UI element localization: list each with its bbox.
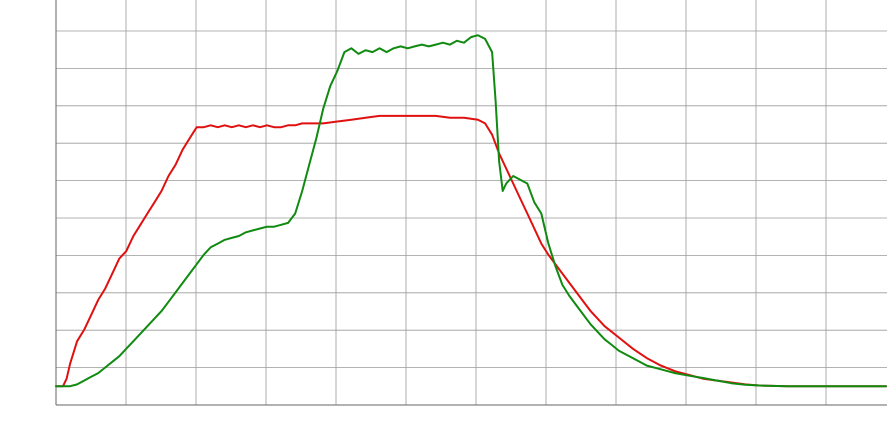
chart-axes — [55, 0, 887, 406]
chart-grid — [56, 0, 887, 405]
chart-series — [55, 34, 887, 388]
series-line-1 — [55, 114, 887, 388]
series-line-2 — [55, 34, 887, 388]
